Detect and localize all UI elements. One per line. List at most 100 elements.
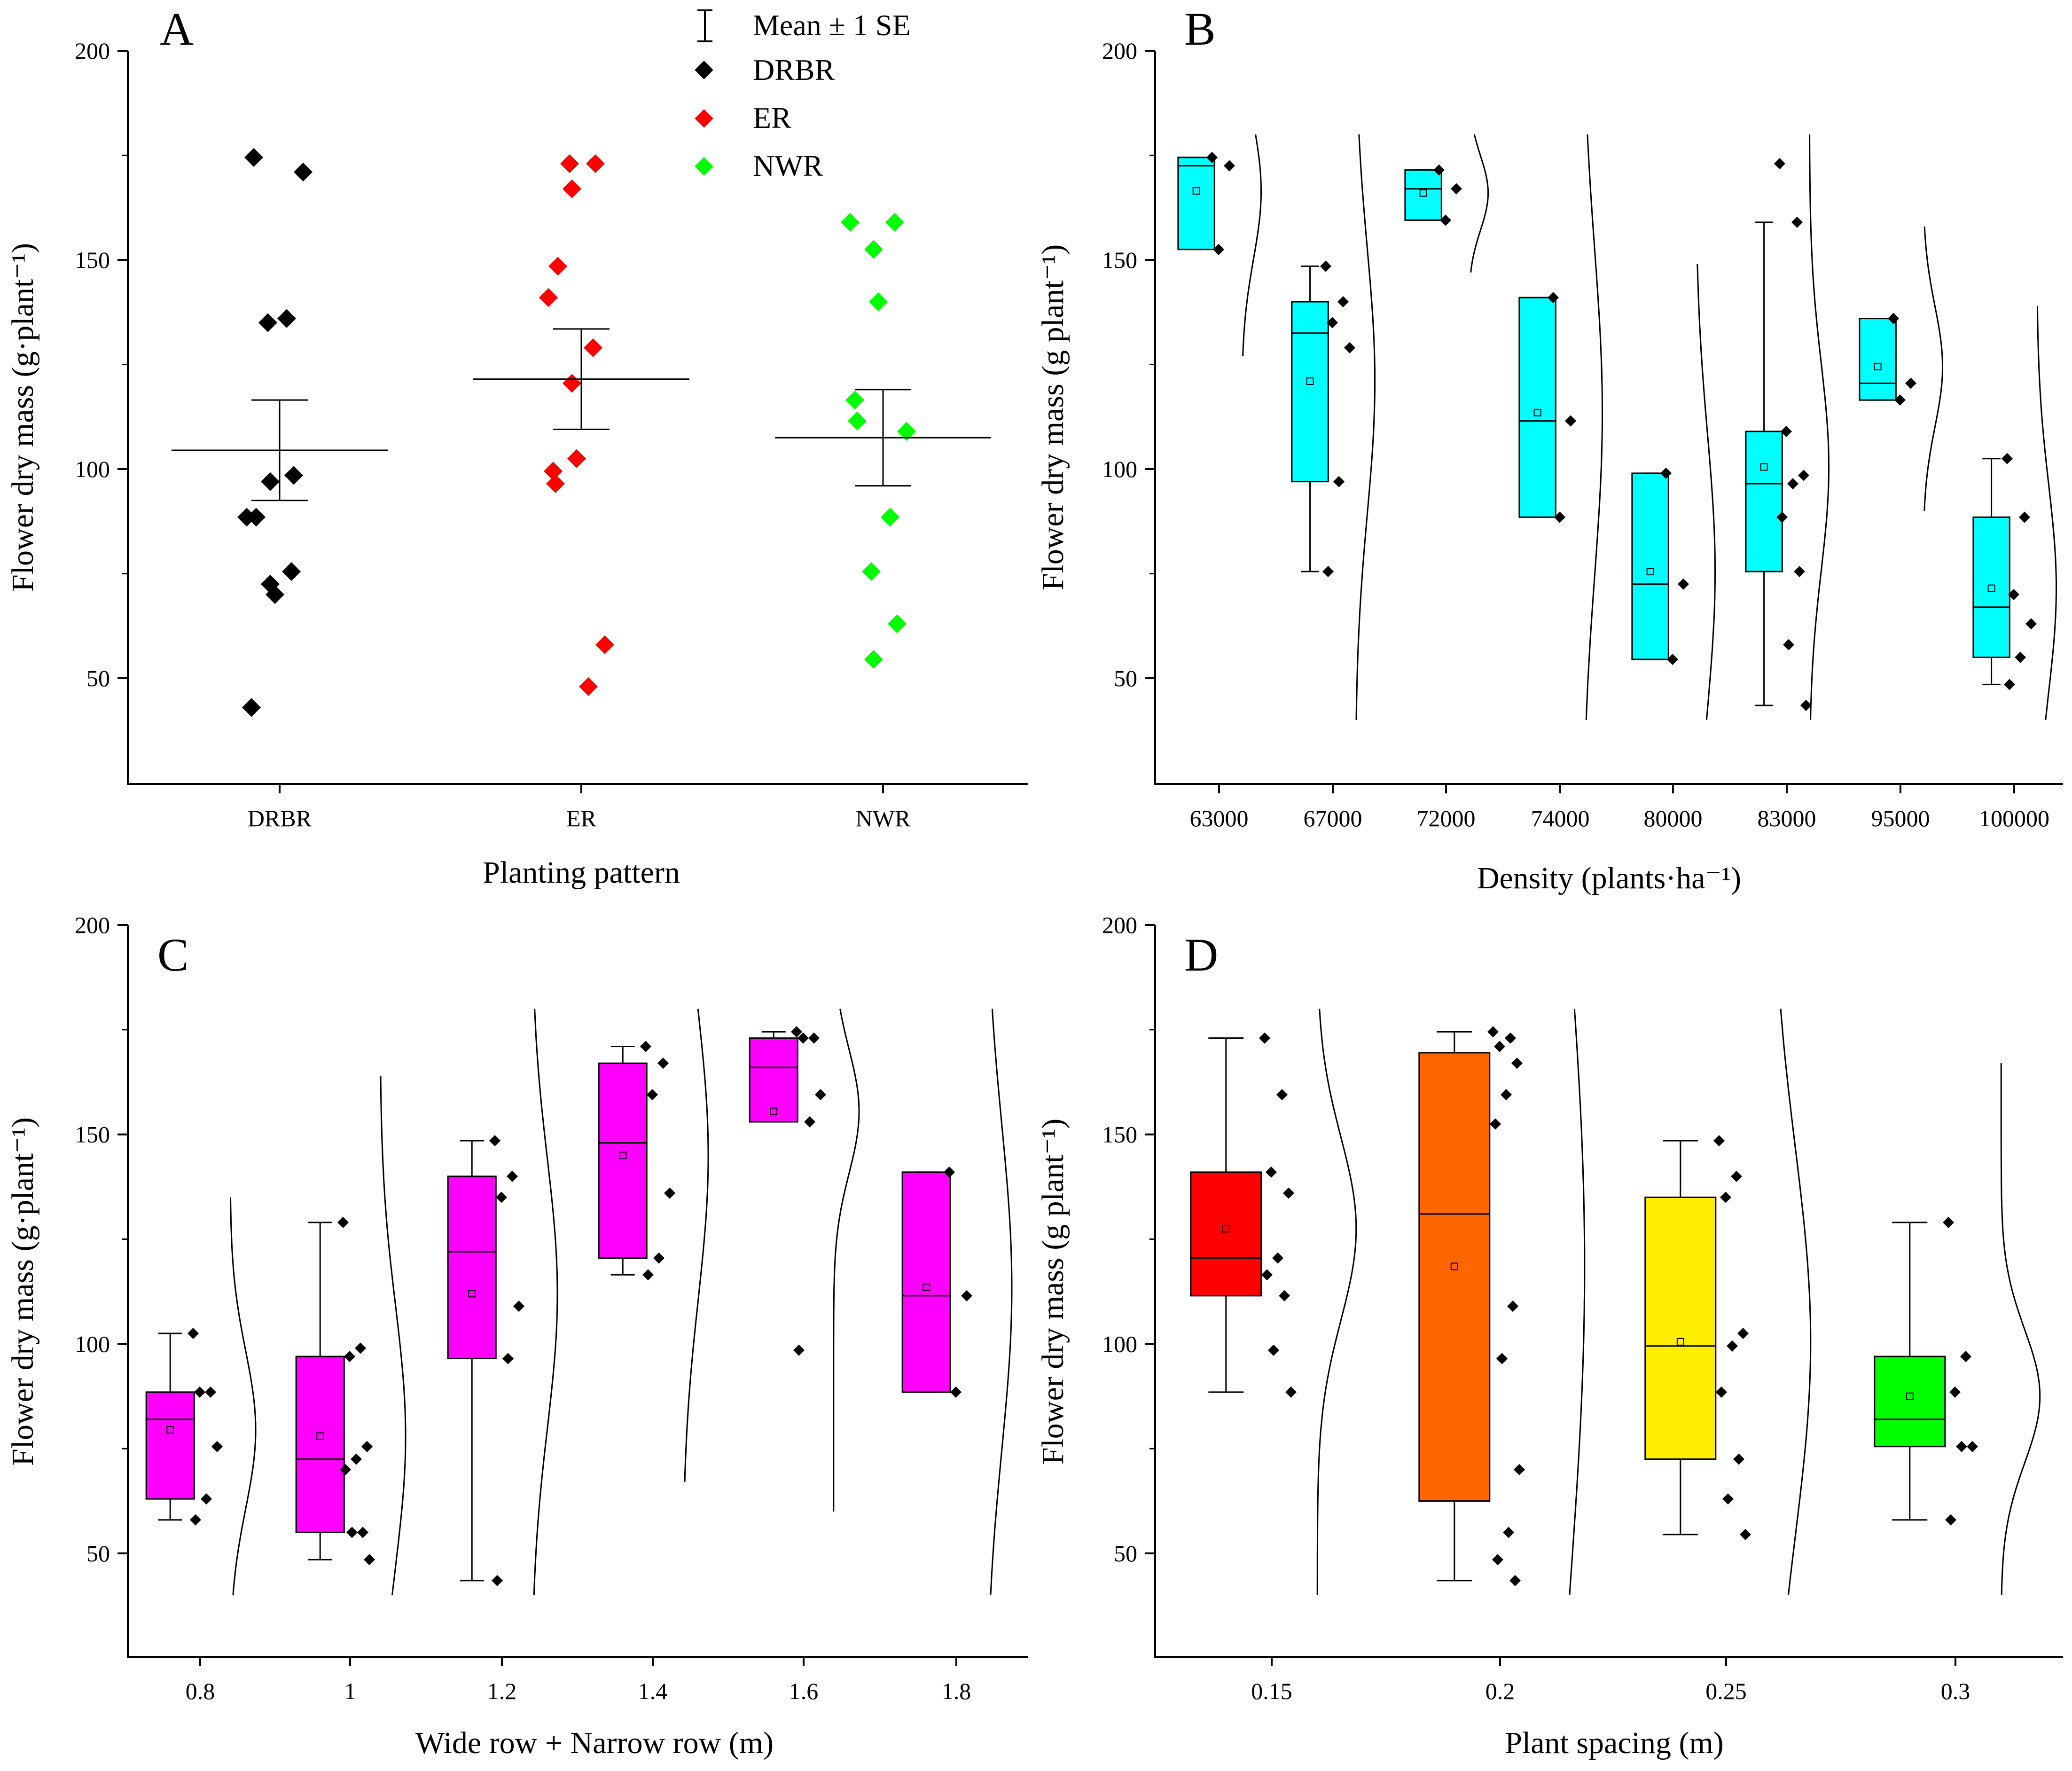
panel-b-xtick-label: 80000 <box>1644 805 1703 831</box>
panel-c-point <box>664 1187 675 1199</box>
panel-c-point <box>355 1342 366 1354</box>
panel-d-point <box>1720 1191 1731 1203</box>
panel-b-mean-marker <box>1760 463 1768 471</box>
panel-d-point <box>1727 1340 1738 1352</box>
panel-b-mean-marker <box>1419 189 1427 197</box>
legend-label-nwr: NWR <box>753 149 823 182</box>
panel-a-point-nwr <box>864 240 883 259</box>
panel-d-density-curve <box>2000 1063 2041 1596</box>
panel-d-y-title: Flower dry mass (g plant⁻¹) <box>1036 1119 1070 1465</box>
panel-c-xtick-label: 0.8 <box>186 1678 215 1704</box>
panel-b-point <box>1783 639 1794 650</box>
panel-d-point <box>1733 1453 1744 1465</box>
panel-b-point <box>1800 699 1812 711</box>
panel-a-point-er <box>548 257 567 276</box>
panel-b-ytick-label: 50 <box>1114 665 1137 691</box>
panel-b-density-curve <box>1809 134 1830 721</box>
panel-c-point <box>340 1464 351 1475</box>
panel-b-point <box>1794 566 1805 578</box>
panel-b-point <box>2008 589 2019 600</box>
panel-d-point <box>1505 1032 1516 1044</box>
panel-d-point <box>1511 1058 1523 1069</box>
panel-a-ytick-label: 200 <box>75 38 110 64</box>
panel-b-xtick-label: 74000 <box>1531 805 1590 831</box>
panel-b-mean-marker <box>1533 408 1541 416</box>
panel-a-point-nwr <box>848 411 867 431</box>
panel-b-xtick-label: 67000 <box>1304 805 1362 831</box>
panel-c-point <box>496 1191 507 1203</box>
panel-c-point <box>513 1301 524 1312</box>
panel-c-point <box>804 1116 815 1128</box>
panel-c-ytick-label: 50 <box>86 1540 110 1567</box>
panel-c-density-curve <box>230 1197 257 1596</box>
panel-a-point-er <box>544 462 563 481</box>
panel-c-point <box>489 1135 500 1147</box>
panel-c-density-curve <box>380 1075 407 1596</box>
panel-b-box <box>1859 318 1897 401</box>
panel-c-letter: C <box>157 929 189 981</box>
panel-b-density-curve <box>1355 134 1376 721</box>
panel-a-point-er <box>539 288 558 307</box>
panel-c-point <box>201 1493 212 1505</box>
panel-b-point <box>1776 511 1788 523</box>
panel-a-point-er <box>560 154 579 173</box>
panel-d-point <box>1501 1089 1512 1100</box>
panel-a-point-nwr <box>841 212 860 232</box>
panel-a-point-nwr <box>864 650 883 669</box>
panel-a-point-er <box>584 338 602 357</box>
panel-d-x-title: Plant spacing (m) <box>1505 1726 1724 1760</box>
panel-c-ytick-label: 100 <box>75 1331 110 1357</box>
panel-d-point <box>1514 1464 1525 1475</box>
panel-c-box <box>295 1356 345 1533</box>
panel-c-point <box>791 1026 802 1038</box>
panel-a-point-drbr <box>261 472 280 491</box>
panel-d-xtick-label: 0.15 <box>1251 1678 1292 1704</box>
panel-a-point-drbr <box>284 466 303 485</box>
panel-b-point <box>1660 467 1672 479</box>
panel-c-point <box>798 1032 809 1044</box>
panel-d-point <box>1259 1032 1270 1044</box>
panel-a-point-er <box>579 677 598 696</box>
panel-c-ytick-label: 150 <box>75 1121 110 1148</box>
panel-b-mean-marker <box>1874 362 1882 370</box>
panel-c-point <box>364 1554 375 1566</box>
panel-c-point <box>361 1441 373 1452</box>
panel-a-point-er <box>567 449 586 468</box>
panel-c-density-curve <box>990 1009 1013 1596</box>
panel-c-mean-marker <box>468 1290 476 1298</box>
panel-b-density-curve <box>1242 134 1262 356</box>
panel-a-point-drbr <box>258 313 277 332</box>
panel-c-point <box>351 1453 362 1465</box>
panel-d-ytick-label: 150 <box>1102 1121 1137 1148</box>
panel-c-point <box>188 1328 199 1340</box>
panel-c-point <box>357 1527 368 1538</box>
panel-a-point-drbr <box>277 309 296 328</box>
panel-b-mean-marker <box>1987 584 1995 592</box>
panel-b-x-title: Density (plants·ha⁻¹) <box>1477 861 1741 895</box>
panel-b-point <box>1320 260 1331 272</box>
panel-c-point <box>642 1269 654 1281</box>
panel-b-point <box>1206 151 1218 163</box>
panel-c-point <box>337 1216 349 1228</box>
panel-c-box <box>447 1175 497 1360</box>
panel-d-point <box>1967 1441 1978 1452</box>
legend-label-er: ER <box>753 101 791 134</box>
panel-c-mean-marker <box>770 1107 778 1115</box>
panel-c-point <box>808 1032 820 1044</box>
panel-d-point <box>1261 1269 1273 1281</box>
legend-drbr-marker-icon <box>695 61 713 79</box>
panel-b-point <box>1327 317 1338 329</box>
panel-b-point <box>1337 296 1349 307</box>
panel-d-point <box>1268 1344 1279 1356</box>
panel-c-point <box>815 1089 826 1100</box>
panel-d-point <box>1266 1166 1277 1178</box>
panel-d-ytick-label: 100 <box>1102 1331 1137 1357</box>
panel-d-point <box>1490 1118 1501 1130</box>
panel-a-ytick-label: 100 <box>75 456 110 482</box>
panel-b-point <box>1344 342 1355 353</box>
panel-d-mean-marker <box>1450 1262 1458 1270</box>
panel-c-mean-marker <box>619 1152 627 1160</box>
panel-b: B 50 100 150 200 63000 67000 72000 74000 80000 8… <box>1036 3 2063 895</box>
panel-b-point <box>1451 183 1462 195</box>
panel-b-mean-marker <box>1306 377 1314 385</box>
